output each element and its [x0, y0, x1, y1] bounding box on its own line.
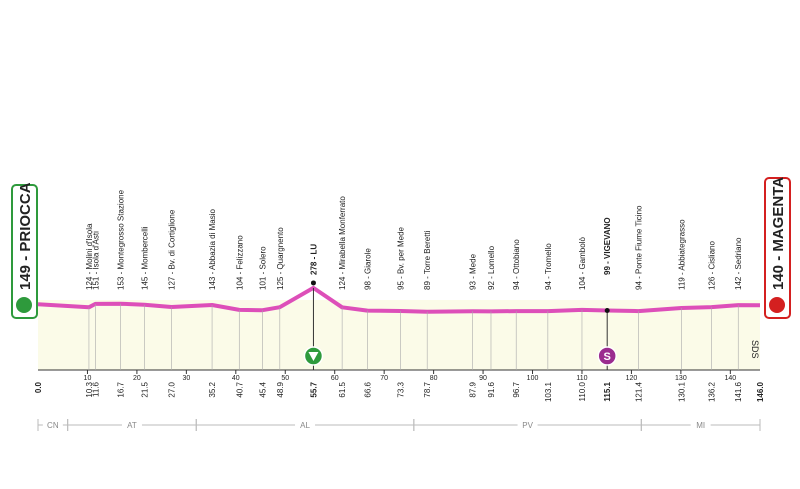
waypoint-km: 40.7: [235, 381, 244, 397]
km-tick-label: 10: [84, 375, 92, 382]
finish-icon: [769, 297, 785, 313]
region-bg: [517, 419, 538, 431]
waypoint-name: 92 - Lomello: [487, 245, 496, 290]
waypoint-km: 115.1: [603, 381, 612, 401]
waypoint-name: 94 - Tromello: [544, 243, 553, 290]
region-label: AL: [300, 421, 310, 430]
waypoint-km: 55.7: [309, 381, 318, 397]
profile: 10 20 30 40 50 60 70 80 90 100 110 120 130 140 0.0 146.…: [34, 189, 765, 431]
sds-label: SDS: [750, 340, 760, 359]
waypoint-km: 21.5: [140, 381, 149, 397]
waypoint-km: 27.0: [168, 381, 177, 397]
kom-triangle: [308, 352, 319, 361]
waypoint-name: 89 - Torre Beretti: [423, 230, 432, 290]
waypoint-name: 143 - Abbazia di Masio: [208, 209, 217, 290]
waypoint-name: 99 - VIGEVANO: [603, 217, 612, 275]
waypoint-km: 91.6: [487, 381, 496, 397]
km-tick-label: 90: [479, 375, 487, 382]
waypoint-name: 94 - Ponte Fiume Ticino: [634, 205, 643, 290]
waypoint-name: 94 - Ottobiano: [512, 239, 521, 290]
region-bg: [121, 419, 142, 431]
waypoint-km: 130.1: [677, 381, 686, 402]
km-tick-label: 20: [133, 375, 141, 382]
waypoint-km: 87.9: [469, 381, 478, 397]
finish-box: [764, 177, 791, 319]
waypoint-km: 11.6: [91, 381, 100, 397]
waypoint-km: 48.9: [276, 381, 285, 397]
waypoint-name: 151 - Isola d'Asti: [91, 231, 100, 290]
region-label: PV: [522, 421, 533, 430]
waypoint-name: 104 - Felizzano: [235, 235, 244, 290]
region-label: CN: [47, 421, 59, 430]
region-bg: [690, 419, 711, 431]
km-tick-label: 30: [182, 375, 190, 382]
waypoint-name: 127 - Bv. di Cortiglione: [168, 209, 177, 290]
km-tick-label: 60: [331, 375, 339, 382]
start-box: [11, 184, 38, 319]
waypoint-name: 98 - Giarole: [363, 248, 372, 290]
summit-dot: [604, 307, 610, 313]
waypoint-km: 136.2: [708, 381, 717, 402]
km-tick-label: 50: [281, 375, 289, 382]
km-tick-label: 140: [724, 375, 736, 382]
waypoint-name: 125 - Quargnento: [276, 227, 285, 290]
finish-label: 140 - MAGENTA: [770, 177, 787, 290]
waypoint-km: 110.0: [578, 381, 587, 401]
region-bg: [295, 419, 316, 431]
start-label: 149 - PRIOCCA: [17, 182, 34, 290]
start-icon: [16, 297, 32, 313]
waypoint-km: 61.5: [338, 381, 347, 397]
waypoint-name: 104 - Gambolò: [578, 237, 587, 290]
waypoint-km: 141.6: [734, 381, 743, 402]
waypoint-name: 119 - Abbiategrasso: [677, 219, 686, 290]
sprint-icon: [597, 346, 617, 366]
waypoint-km: 35.2: [208, 381, 217, 397]
waypoint-km: 103.1: [544, 381, 553, 402]
region-bg: [42, 419, 63, 431]
region-label: AT: [127, 421, 137, 430]
region-label: MI: [696, 421, 705, 430]
summit-dot: [310, 280, 316, 286]
waypoint-km: 96.7: [512, 381, 521, 397]
km-tick-label: 110: [576, 375, 587, 382]
km-tick-label: 120: [626, 375, 638, 382]
km-tick-label: 70: [380, 375, 388, 382]
waypoint-km: 16.7: [117, 381, 126, 397]
km-tick-label: 100: [527, 375, 539, 382]
waypoint-name: 93 - Mede: [469, 253, 478, 290]
waypoint-name: 278 - LU: [309, 244, 318, 275]
waypoint-km: 121.4: [634, 381, 643, 402]
waypoint-km: 73.3: [396, 381, 405, 397]
waypoint-km: 45.4: [259, 381, 268, 397]
km-tick-label: 130: [675, 375, 687, 382]
sprint-letter: S: [604, 351, 611, 363]
finish-km: 146.0: [756, 381, 765, 402]
waypoint-km: 78.7: [423, 381, 432, 397]
waypoint-name: 124 - Mirabella Monferrato: [338, 196, 347, 290]
waypoint-name: 101 - Solero: [259, 246, 268, 290]
waypoint-name: 153 - Montegrosso Stazione: [117, 189, 126, 290]
waypoint-name: 95 - Bv. per Mede: [396, 226, 405, 290]
waypoint-name: 124 - Molini d'Isola: [85, 223, 94, 290]
waypoint-name: 145 - Mombercelli: [140, 226, 149, 290]
start-km: 0.0: [34, 381, 43, 393]
waypoint-km: 10.3: [85, 381, 94, 397]
waypoint-name: 142 - Sedriano: [734, 237, 743, 290]
km-tick-label: 80: [430, 375, 438, 382]
profile-line: [37, 285, 761, 314]
km-tick-label: 40: [232, 375, 240, 382]
waypoint-km: 66.6: [363, 381, 372, 397]
waypoint-name: 126 - Cisliano: [708, 241, 717, 290]
